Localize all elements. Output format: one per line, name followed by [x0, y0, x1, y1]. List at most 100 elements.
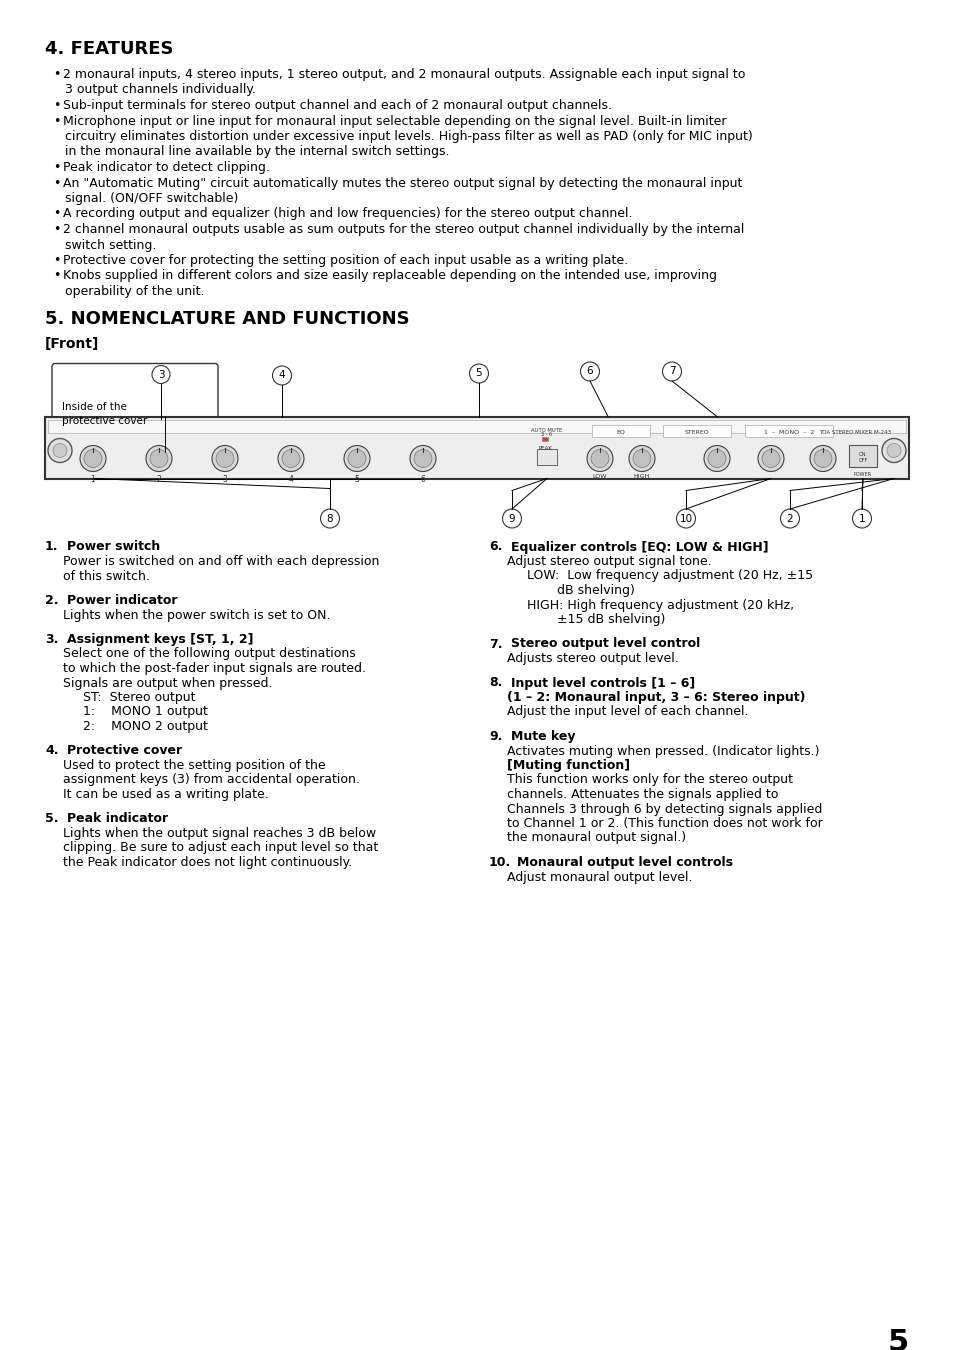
- Circle shape: [852, 509, 871, 528]
- Text: 5: 5: [887, 1328, 908, 1350]
- Text: the Peak indicator does not light continuously.: the Peak indicator does not light contin…: [63, 856, 352, 869]
- Text: Equalizer controls [EQ: LOW & HIGH]: Equalizer controls [EQ: LOW & HIGH]: [511, 540, 768, 553]
- Circle shape: [84, 450, 102, 467]
- Bar: [175, 420, 185, 428]
- Text: 1: 1: [91, 474, 95, 483]
- Text: clipping. Be sure to adjust each input level so that: clipping. Be sure to adjust each input l…: [63, 841, 377, 855]
- Text: Peak indicator: Peak indicator: [67, 813, 168, 825]
- Text: 4: 4: [278, 370, 285, 381]
- Circle shape: [586, 446, 613, 471]
- Text: Protective cover for protecting the setting position of each input usable as a w: Protective cover for protecting the sett…: [63, 254, 627, 267]
- Bar: [160, 420, 169, 428]
- Text: 10: 10: [679, 513, 692, 524]
- Text: ±15 dB shelving): ±15 dB shelving): [557, 613, 664, 626]
- Text: 7: 7: [668, 366, 675, 377]
- Text: 8: 8: [326, 513, 333, 524]
- Text: HIGH: High frequency adjustment (20 kHz,: HIGH: High frequency adjustment (20 kHz,: [526, 598, 793, 612]
- Text: 1:    MONO 1 output: 1: MONO 1 output: [83, 706, 208, 718]
- Text: Lights when the power switch is set to ON.: Lights when the power switch is set to O…: [63, 609, 330, 621]
- Text: 1: 1: [858, 513, 864, 524]
- Text: 6: 6: [586, 366, 593, 377]
- Text: to which the post-fader input signals are routed.: to which the post-fader input signals ar…: [63, 662, 366, 675]
- Circle shape: [813, 450, 831, 467]
- Text: PEAK: PEAK: [537, 447, 552, 451]
- Text: LOW:  Low frequency adjustment (20 Hz, ±15: LOW: Low frequency adjustment (20 Hz, ±1…: [526, 570, 812, 582]
- Circle shape: [48, 439, 71, 463]
- Text: STEREO: STEREO: [684, 429, 709, 435]
- Text: ON: ON: [859, 451, 866, 456]
- Text: POWER: POWER: [853, 472, 871, 478]
- Text: 9: 9: [508, 513, 515, 524]
- Text: Inside of the: Inside of the: [62, 402, 127, 413]
- Text: Peak indicator to detect clipping.: Peak indicator to detect clipping.: [63, 161, 270, 174]
- Text: Power indicator: Power indicator: [67, 594, 177, 608]
- Text: Channels 3 through 6 by detecting signals applied: Channels 3 through 6 by detecting signal…: [506, 802, 821, 815]
- Text: 6.: 6.: [489, 540, 502, 553]
- Text: •: •: [53, 115, 60, 127]
- Text: •: •: [53, 161, 60, 174]
- Text: Microphone input or line input for monaural input selectable depending on the si: Microphone input or line input for monau…: [63, 115, 726, 127]
- Text: [Front]: [Front]: [45, 336, 99, 351]
- Text: dB shelving): dB shelving): [557, 585, 634, 597]
- Text: switch setting.: switch setting.: [65, 239, 156, 251]
- Circle shape: [703, 446, 729, 471]
- Text: LOW: LOW: [592, 474, 606, 479]
- Circle shape: [414, 450, 432, 467]
- Circle shape: [676, 509, 695, 528]
- Text: Sub-input terminals for stereo output channel and each of 2 monaural output chan: Sub-input terminals for stereo output ch…: [63, 99, 612, 112]
- Circle shape: [469, 364, 488, 383]
- Text: circuitry eliminates distortion under excessive input levels. High-pass filter a: circuitry eliminates distortion under ex…: [65, 130, 752, 143]
- Text: 4: 4: [288, 474, 294, 483]
- Text: 4.: 4.: [45, 744, 58, 757]
- Text: Adjusts stereo output level.: Adjusts stereo output level.: [506, 652, 678, 666]
- Text: HIGH: HIGH: [633, 474, 649, 479]
- Bar: [45, 417, 908, 478]
- Text: 2.: 2.: [45, 594, 58, 608]
- Text: (1 – 2: Monaural input, 3 – 6: Stereo input): (1 – 2: Monaural input, 3 – 6: Stereo in…: [506, 691, 804, 703]
- Text: Input level controls [1 – 6]: Input level controls [1 – 6]: [511, 676, 695, 690]
- Text: Mute key: Mute key: [511, 730, 575, 742]
- Text: ST:  Stereo output: ST: Stereo output: [83, 691, 195, 703]
- Text: Monaural output level controls: Monaural output level controls: [517, 856, 732, 869]
- Text: 2 monaural inputs, 4 stereo inputs, 1 stereo output, and 2 monaural outputs. Ass: 2 monaural inputs, 4 stereo inputs, 1 st…: [63, 68, 744, 81]
- Text: 9.: 9.: [489, 730, 502, 742]
- Text: assignment keys (3) from accidental operation.: assignment keys (3) from accidental oper…: [63, 774, 359, 787]
- Circle shape: [212, 446, 237, 471]
- Text: of this switch.: of this switch.: [63, 570, 150, 582]
- Text: 3: 3: [157, 370, 164, 379]
- Text: 1.: 1.: [45, 540, 58, 553]
- Text: This function works only for the stereo output: This function works only for the stereo …: [506, 774, 792, 787]
- Text: Power switch: Power switch: [67, 540, 160, 553]
- Text: EQ: EQ: [616, 429, 625, 435]
- Bar: [541, 436, 547, 440]
- Text: 2:    MONO 2 output: 2: MONO 2 output: [83, 720, 208, 733]
- Text: 1  –  MONO  –  2: 1 – MONO – 2: [763, 429, 813, 435]
- Text: •: •: [53, 208, 60, 220]
- Text: 8.: 8.: [489, 676, 502, 690]
- Text: An "Automatic Muting" circuit automatically mutes the stereo output signal by de: An "Automatic Muting" circuit automatica…: [63, 177, 741, 189]
- Text: •: •: [53, 68, 60, 81]
- Text: 5. NOMENCLATURE AND FUNCTIONS: 5. NOMENCLATURE AND FUNCTIONS: [45, 310, 409, 328]
- Circle shape: [758, 446, 783, 471]
- Text: 10.: 10.: [489, 856, 511, 869]
- Text: Knobs supplied in different colors and size easily replaceable depending on the : Knobs supplied in different colors and s…: [63, 270, 717, 282]
- Text: protective cover: protective cover: [62, 416, 147, 425]
- Text: Lights when the output signal reaches 3 dB below: Lights when the output signal reaches 3 …: [63, 828, 375, 840]
- Circle shape: [348, 450, 366, 467]
- Circle shape: [320, 509, 339, 528]
- Text: AUTO MUTE: AUTO MUTE: [531, 428, 562, 432]
- Text: to Channel 1 or 2. (This function does not work for: to Channel 1 or 2. (This function does n…: [506, 817, 821, 830]
- Circle shape: [882, 439, 905, 463]
- Text: 5.: 5.: [45, 813, 58, 825]
- Text: 3 - 6: 3 - 6: [541, 432, 552, 437]
- Circle shape: [53, 444, 67, 458]
- Bar: [144, 420, 152, 428]
- Circle shape: [590, 450, 608, 467]
- Text: 3 output channels individually.: 3 output channels individually.: [65, 84, 255, 96]
- Text: Adjust stereo output signal tone.: Adjust stereo output signal tone.: [506, 555, 711, 568]
- Text: 6: 6: [420, 474, 425, 483]
- Bar: [848, 444, 876, 467]
- Text: TOA STEREO MIXER M-243: TOA STEREO MIXER M-243: [818, 431, 890, 436]
- Text: 7.: 7.: [489, 637, 502, 651]
- Text: Protective cover: Protective cover: [67, 744, 182, 757]
